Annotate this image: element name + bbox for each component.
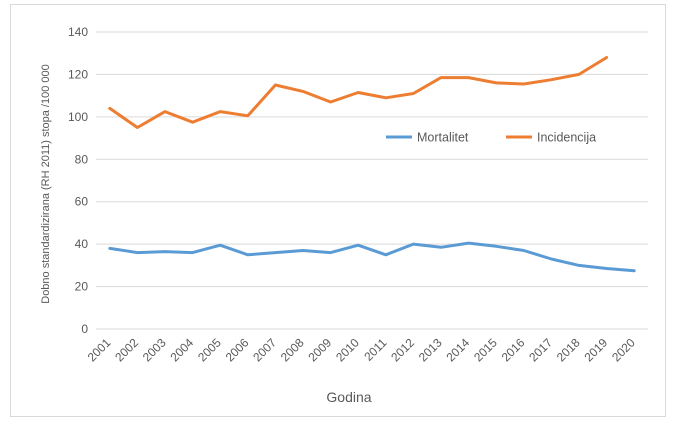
x-tick-label: 2019 <box>581 335 610 364</box>
x-tick-label: 2007 <box>250 335 279 364</box>
y-tick-label: 140 <box>68 25 88 39</box>
x-tick-label: 2014 <box>443 335 472 364</box>
gridlines <box>96 31 648 330</box>
legend-label: Mortalitet <box>417 131 469 145</box>
x-tick-label: 2011 <box>361 335 389 363</box>
y-tick-label: 0 <box>81 322 88 336</box>
x-tick-label: 2017 <box>526 335 555 364</box>
x-tick-label: 2006 <box>223 335 252 364</box>
x-tick-label: 2016 <box>499 335 528 364</box>
series-lines <box>108 56 636 273</box>
x-tick-label: 2002 <box>112 335 141 364</box>
y-axis-title: Dobno standardizirana (RH 2011) stopa /1… <box>40 64 52 304</box>
x-axis-title: Godina <box>326 389 371 405</box>
x-tick-label: 2018 <box>554 335 583 364</box>
x-axis-ticks: 2001200220032004200520062007200820092010… <box>85 335 638 364</box>
chart-frame: 0 20 40 60 80 100 120 140 2001 2002 2003 2004 2005 2… <box>10 4 666 417</box>
legend-label: Incidencija <box>537 131 596 145</box>
x-tick-label: 2009 <box>305 335 334 364</box>
y-tick-label: 40 <box>75 237 89 251</box>
y-axis-ticks: 0 20 40 60 80 100 120 140 <box>68 25 88 336</box>
x-tick-label: 2010 <box>333 335 362 364</box>
y-tick-label: 100 <box>68 110 88 124</box>
x-tick-label: 2004 <box>167 335 196 364</box>
y-tick-label: 80 <box>75 152 89 166</box>
x-tick-label: 2005 <box>195 335 224 364</box>
y-tick-label: 20 <box>75 280 89 294</box>
y-tick-label: 60 <box>75 195 89 209</box>
x-tick-label: 2003 <box>140 335 169 364</box>
x-tick-label: 2020 <box>609 335 638 364</box>
x-tick-label: 2012 <box>388 335 417 364</box>
x-tick-label: 2008 <box>278 335 307 364</box>
x-tick-label: 2001 <box>85 335 114 364</box>
x-tick-label: 2013 <box>416 335 445 364</box>
legend: Mortalitet Incidencija <box>386 131 596 145</box>
series-line-mortalitet <box>108 241 636 273</box>
y-tick-label: 120 <box>68 67 88 81</box>
series-line-incidencija <box>108 56 609 129</box>
x-tick-label: 2015 <box>471 335 500 364</box>
